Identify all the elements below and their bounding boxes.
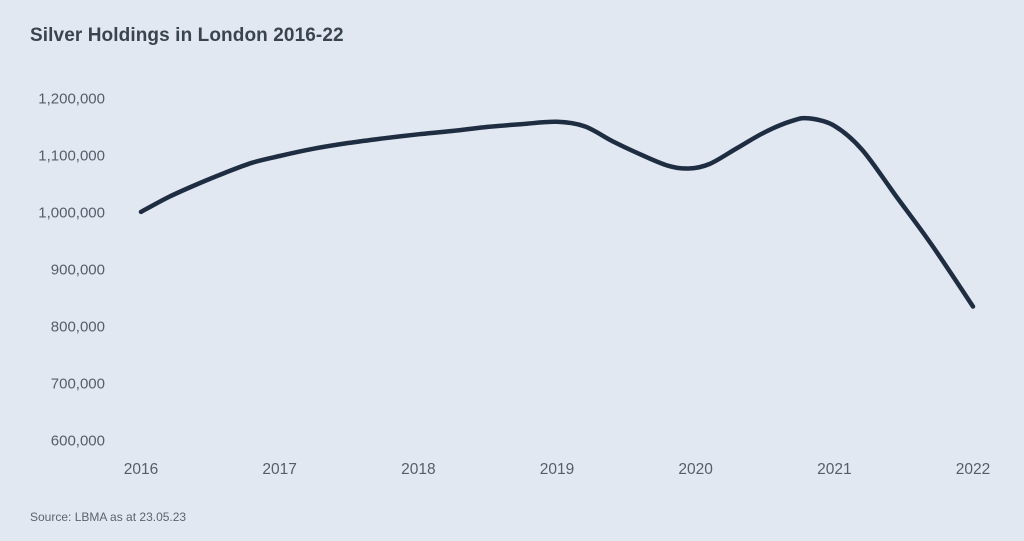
chart-title: Silver Holdings in London 2016-22 bbox=[30, 25, 344, 46]
y-axis-tick-label: 600,000 bbox=[50, 432, 105, 450]
silver-holdings-line-series bbox=[138, 115, 976, 309]
y-axis-tick-label: 1,000,000 bbox=[38, 204, 105, 222]
x-axis-tick-label: 2020 bbox=[678, 461, 713, 478]
x-axis-tick-label: 2018 bbox=[401, 461, 436, 478]
x-axis-tick-label: 2016 bbox=[123, 461, 159, 478]
x-axis-tick-label: 2017 bbox=[262, 461, 297, 478]
y-axis-tick-label: 1,200,000 bbox=[38, 90, 105, 108]
source-note: Source: LBMA as at 23.05.23 bbox=[30, 510, 187, 524]
y-axis-tick-label: 900,000 bbox=[50, 261, 105, 279]
x-axis-tick-label: 2021 bbox=[817, 461, 852, 478]
y-axis-tick-label: 1,100,000 bbox=[38, 147, 105, 165]
y-axis-tick-label: 700,000 bbox=[50, 375, 105, 393]
y-axis: 600,000 700,000 800,000 900,000 1,000,000 1,1… bbox=[0, 0, 105, 541]
x-axis-tick-label: 2022 bbox=[955, 461, 991, 478]
y-axis-tick-label: 800,000 bbox=[50, 318, 105, 336]
x-axis-tick-label: 2019 bbox=[539, 461, 575, 478]
